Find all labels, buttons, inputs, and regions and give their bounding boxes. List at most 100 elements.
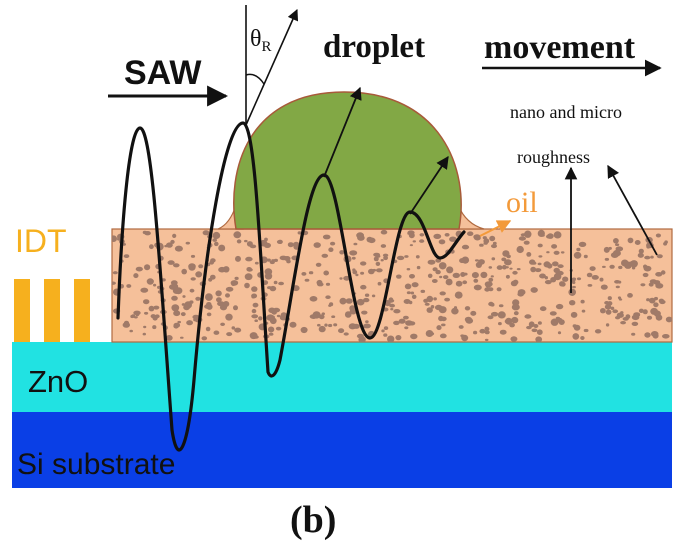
roughness-particle (251, 286, 258, 292)
roughness-particle (446, 266, 454, 274)
roughness-particle (637, 252, 644, 258)
roughness-particle (473, 278, 479, 283)
roughness-particle (287, 242, 294, 248)
roughness-particle (201, 336, 208, 341)
roughness-particle (491, 257, 496, 261)
roughness-particle (133, 273, 139, 279)
roughness-particle (496, 287, 502, 292)
roughness-particle (516, 268, 521, 271)
roughness-particle (222, 301, 230, 307)
roughness-particle (591, 275, 599, 280)
roughness-particle (171, 295, 178, 301)
roughness-particle (460, 334, 465, 338)
roughness-particle (534, 268, 542, 273)
roughness-particle (492, 241, 497, 245)
roughness-particle (502, 264, 507, 270)
zno-label: ZnO (28, 364, 88, 399)
roughness-particle (511, 316, 519, 324)
roughness-particle (648, 297, 656, 304)
saw-wave (116, 121, 466, 452)
roughness-particle (419, 239, 425, 243)
roughness-particle (526, 252, 532, 257)
roughness-particle (509, 267, 513, 270)
roughness-particle (432, 267, 438, 272)
roughness-particle (420, 289, 426, 293)
roughness-particle (398, 318, 406, 324)
roughness-particle (251, 308, 257, 314)
roughness-particle (339, 250, 345, 255)
roughness-particle (558, 319, 565, 325)
roughness-particle (112, 235, 117, 242)
roughness-particle (344, 311, 352, 318)
roughness-particle (649, 279, 657, 284)
roughness-particle (276, 314, 281, 318)
roughness-particle (333, 323, 338, 327)
roughness-particle (280, 312, 287, 318)
roughness-particle (323, 270, 330, 276)
roughness-particle (499, 329, 507, 335)
roughness-particle (264, 272, 273, 280)
roughness-particle (505, 266, 509, 269)
roughness-particle (226, 332, 233, 337)
roughness-particle (129, 329, 133, 333)
roughness-particle (663, 242, 668, 246)
droplet-label: droplet (323, 29, 425, 65)
roughness-particle (308, 271, 314, 275)
roughness-particle (463, 272, 468, 276)
roughness-particle (613, 238, 619, 244)
roughness-particle (586, 272, 593, 278)
roughness-particle (406, 268, 411, 271)
roughness-particle (490, 275, 494, 278)
roughness-particle (343, 332, 349, 336)
roughness-particle (604, 304, 612, 310)
roughness-particle (352, 268, 356, 272)
roughness-particle (631, 332, 636, 336)
roughness-particle (396, 255, 405, 261)
roughness-particle (512, 279, 519, 285)
roughness-particle (464, 316, 472, 323)
roughness-particle (487, 315, 494, 320)
roughness-particle (143, 325, 147, 329)
roughness-particle (426, 307, 433, 313)
idt-finger (74, 279, 90, 342)
roughness-particle (205, 326, 211, 332)
roughness-particle (215, 290, 222, 297)
roughness-particle (149, 244, 154, 250)
roughness-particle (518, 236, 527, 241)
roughness-particle (345, 298, 353, 304)
roughness-particle (583, 328, 589, 333)
roughness-particle (461, 244, 470, 250)
roughness-particle (431, 279, 438, 283)
nano-micro-label: nano and micro (510, 102, 622, 122)
roughness-particle (186, 320, 194, 326)
roughness-particle (322, 234, 331, 240)
roughness-particle (328, 247, 334, 252)
roughness-particle (234, 327, 242, 333)
roughness-particle (531, 261, 537, 265)
roughness-particle (372, 268, 377, 272)
roughness-particle (612, 309, 619, 314)
roughness-particle (537, 321, 542, 325)
roughness-particle (473, 284, 482, 291)
roughness-particle (267, 286, 272, 290)
roughness-particle (608, 246, 612, 250)
roughness-particle (458, 325, 464, 329)
roughness-particle (427, 259, 436, 265)
roughness-particle (246, 267, 253, 272)
roughness-particle (580, 299, 585, 304)
roughness-particle (233, 305, 238, 311)
roughness-particle (126, 284, 132, 288)
roughness-particle (438, 262, 447, 270)
roughness-particle (361, 310, 368, 315)
roughness-particle (640, 283, 646, 287)
roughness-particle (383, 326, 389, 330)
roughness-particle (473, 330, 478, 335)
roughness-particle (535, 336, 543, 342)
roughness-particle (622, 317, 629, 321)
roughness-particle (634, 314, 639, 318)
roughness-particle (403, 299, 411, 304)
roughness-particle (222, 266, 230, 273)
roughness-particle (576, 277, 582, 281)
roughness-particle (180, 312, 186, 317)
roughness-particle (484, 330, 490, 335)
